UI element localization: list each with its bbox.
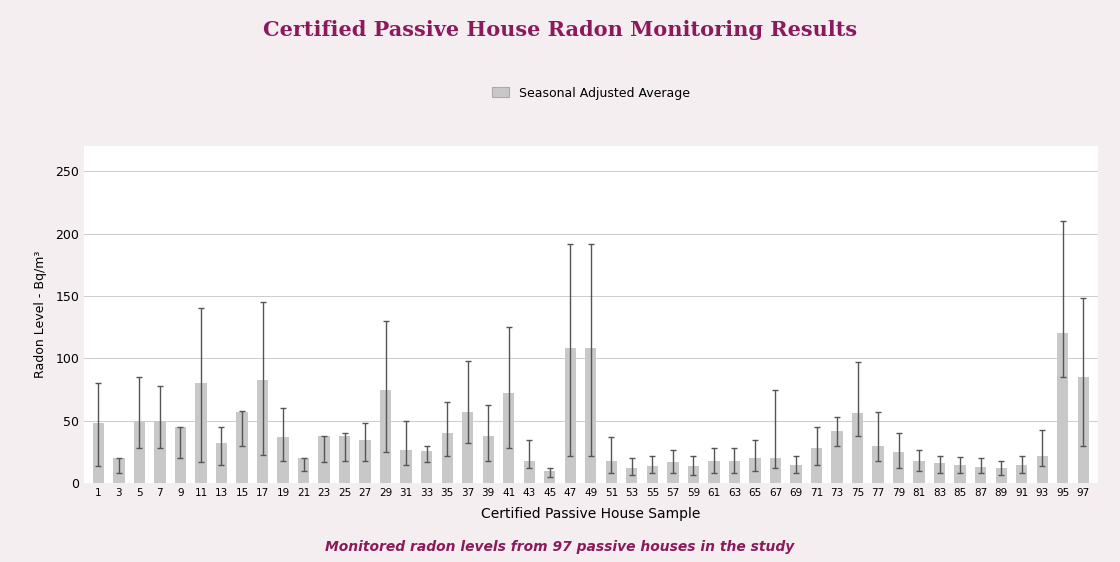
Legend: Seasonal Adjusted Average: Seasonal Adjusted Average	[486, 81, 696, 105]
Bar	[524, 461, 535, 483]
Bar	[791, 465, 802, 483]
Bar	[893, 452, 904, 483]
Bar	[976, 467, 987, 483]
Bar	[811, 448, 822, 483]
Bar	[668, 462, 679, 483]
Bar	[1016, 465, 1027, 483]
Bar	[155, 421, 166, 483]
Bar	[646, 466, 657, 483]
Bar	[1057, 333, 1068, 483]
Bar	[914, 461, 925, 483]
Bar	[872, 446, 884, 483]
Bar	[729, 461, 740, 483]
Bar	[831, 431, 842, 483]
Bar	[585, 348, 597, 483]
Y-axis label: Radon Level - Bq/m³: Radon Level - Bq/m³	[34, 251, 47, 378]
Bar	[441, 433, 452, 483]
Bar	[769, 459, 781, 483]
Bar	[708, 461, 719, 483]
Bar	[360, 439, 371, 483]
Bar	[1077, 377, 1089, 483]
Bar	[278, 437, 289, 483]
Text: Certified Passive House Radon Monitoring Results: Certified Passive House Radon Monitoring…	[263, 20, 857, 40]
Bar	[256, 380, 268, 483]
Bar	[113, 459, 124, 483]
Bar	[626, 468, 637, 483]
Bar	[339, 436, 351, 483]
Bar	[133, 421, 146, 483]
Bar	[421, 451, 432, 483]
Bar	[852, 414, 864, 483]
Bar	[298, 459, 309, 483]
Bar	[954, 465, 965, 483]
Bar	[236, 412, 248, 483]
Bar	[996, 468, 1007, 483]
Bar	[318, 436, 329, 483]
Bar	[688, 466, 699, 483]
Bar	[463, 412, 474, 483]
X-axis label: Certified Passive House Sample: Certified Passive House Sample	[482, 506, 700, 520]
Bar	[401, 450, 412, 483]
Bar	[606, 461, 617, 483]
Bar	[564, 348, 576, 483]
Bar	[1036, 456, 1048, 483]
Bar	[483, 436, 494, 483]
Bar	[93, 423, 104, 483]
Bar	[544, 471, 556, 483]
Bar	[503, 393, 514, 483]
Bar	[749, 459, 760, 483]
Bar	[216, 443, 227, 483]
Bar	[934, 463, 945, 483]
Bar	[380, 389, 391, 483]
Text: Monitored radon levels from 97 passive houses in the study: Monitored radon levels from 97 passive h…	[326, 540, 794, 554]
Bar	[195, 383, 206, 483]
Bar	[175, 427, 186, 483]
